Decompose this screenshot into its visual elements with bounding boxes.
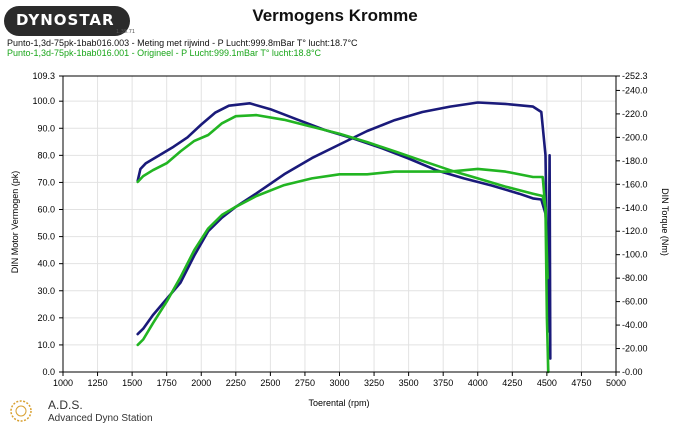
y-right-tick-label: -100.0 xyxy=(622,250,648,260)
run-info-2: Punto-1,3d-75pk-1bab016.001 - Origineel … xyxy=(7,48,322,58)
series-line-torque xyxy=(136,113,549,280)
y-right-tick-label: -20.00 xyxy=(622,344,648,354)
series-line-power xyxy=(136,101,552,360)
y-left-tick-label: 50.0 xyxy=(37,232,55,242)
x-tick-label: 3750 xyxy=(433,378,453,388)
y-right-tick-label: -180.0 xyxy=(622,156,648,166)
x-tick-label: 2250 xyxy=(226,378,246,388)
series-layer xyxy=(136,101,552,374)
y-right-tick-label: -140.0 xyxy=(622,203,648,213)
x-tick-label: 1750 xyxy=(157,378,177,388)
y-left-tick-label: 0.0 xyxy=(42,367,55,377)
y-right-tick-label: -40.00 xyxy=(622,320,648,330)
x-tick-label: 1250 xyxy=(88,378,108,388)
y-right-tick-label: -60.00 xyxy=(622,297,648,307)
y-right-tick-label: -80.00 xyxy=(622,273,648,283)
x-tick-label: 4250 xyxy=(502,378,522,388)
y-left-tick-label: 60.0 xyxy=(37,205,55,215)
dynostar-logo: DYNOSTAR xyxy=(4,6,130,36)
x-tick-label: 5000 xyxy=(606,378,626,388)
y-left-tick-label: 40.0 xyxy=(37,259,55,269)
series-line-power xyxy=(136,167,550,374)
x-tick-label: 4500 xyxy=(537,378,557,388)
y-right-tick-label: -240.0 xyxy=(622,85,648,95)
x-tick-label: 2000 xyxy=(191,378,211,388)
logo-version: 1.35.71 xyxy=(116,29,136,35)
x-tick-label: 1500 xyxy=(122,378,142,388)
series-line-torque xyxy=(136,102,551,301)
y-axis-left-label: DIN Motor Vermogen (pk) xyxy=(10,171,20,274)
y-right-tick-label: -220.0 xyxy=(622,109,648,119)
y-right-tick-label: -0.00 xyxy=(622,367,643,377)
ads-seal-icon xyxy=(10,400,32,422)
ticks-layer: 1000 1250 1500 1750 2000 2250 2500 2750 3000 3250… xyxy=(32,71,647,388)
x-tick-label: 2750 xyxy=(295,378,315,388)
y-left-tick-label: 100.0 xyxy=(32,96,55,106)
x-tick-label: 2500 xyxy=(260,378,280,388)
x-tick-label: 1000 xyxy=(53,378,73,388)
footer-title: A.D.S. xyxy=(48,398,83,412)
x-tick-label: 4750 xyxy=(571,378,591,388)
x-axis-label: Toerental (rpm) xyxy=(308,398,369,408)
grid xyxy=(62,75,617,373)
x-tick-label: 3500 xyxy=(399,378,419,388)
y-left-tick-label: 80.0 xyxy=(37,150,55,160)
x-tick-label: 3250 xyxy=(364,378,384,388)
x-tick-label: 4000 xyxy=(468,378,488,388)
y-left-tick-label: 90.0 xyxy=(37,123,55,133)
x-tick-label: 3000 xyxy=(329,378,349,388)
y-left-tick-label: 109.3 xyxy=(32,71,55,81)
footer-subtitle: Advanced Dyno Station xyxy=(48,413,153,424)
y-left-tick-label: 30.0 xyxy=(37,286,55,296)
y-right-tick-label: -120.0 xyxy=(622,226,648,236)
y-right-tick-label: -200.0 xyxy=(622,132,648,142)
y-axis-right-label: DIN Torque (Nm) xyxy=(660,188,670,256)
y-left-tick-label: 10.0 xyxy=(37,340,55,350)
y-left-tick-label: 70.0 xyxy=(37,177,55,187)
chart-title: Vermogens Kromme xyxy=(252,6,418,25)
run-info-1: Punto-1,3d-75pk-1bab016.003 - Meting met… xyxy=(7,38,358,48)
y-right-tick-label: -252.3 xyxy=(622,71,648,81)
y-right-tick-label: -160.0 xyxy=(622,179,648,189)
logo-text: DYNOSTAR xyxy=(16,11,115,29)
y-left-tick-label: 20.0 xyxy=(37,313,55,323)
